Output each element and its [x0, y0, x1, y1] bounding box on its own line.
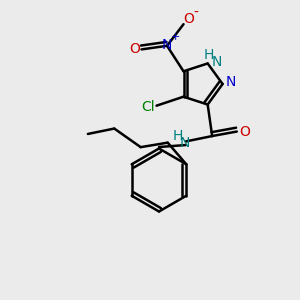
Text: Cl: Cl	[141, 100, 155, 114]
Text: O: O	[130, 42, 140, 56]
Text: H: H	[172, 129, 183, 143]
Text: N: N	[162, 38, 172, 52]
Text: H: H	[204, 48, 214, 62]
Text: N: N	[180, 136, 190, 150]
Text: +: +	[171, 32, 180, 42]
Text: N: N	[212, 55, 223, 69]
Text: -: -	[194, 6, 199, 20]
Text: O: O	[239, 124, 250, 139]
Text: O: O	[184, 12, 194, 26]
Text: N: N	[226, 76, 236, 89]
